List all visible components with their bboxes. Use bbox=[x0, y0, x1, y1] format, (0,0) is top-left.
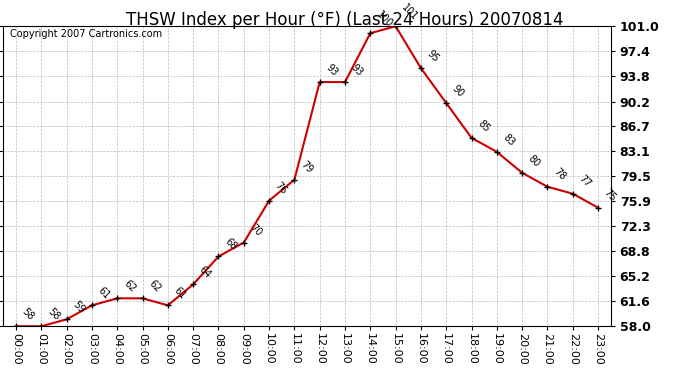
Text: 93: 93 bbox=[349, 62, 365, 78]
Text: 80: 80 bbox=[526, 153, 542, 169]
Text: 79: 79 bbox=[299, 160, 315, 176]
Text: 62: 62 bbox=[121, 278, 137, 294]
Text: 83: 83 bbox=[501, 132, 517, 148]
Text: 58: 58 bbox=[46, 306, 61, 322]
Text: 62: 62 bbox=[147, 278, 163, 294]
Text: 78: 78 bbox=[551, 167, 567, 183]
Text: 93: 93 bbox=[324, 62, 339, 78]
Text: 95: 95 bbox=[425, 48, 441, 64]
Text: Copyright 2007 Cartronics.com: Copyright 2007 Cartronics.com bbox=[10, 29, 161, 39]
Text: THSW Index per Hour (°F) (Last 24 Hours) 20070814: THSW Index per Hour (°F) (Last 24 Hours)… bbox=[126, 11, 564, 29]
Text: 76: 76 bbox=[273, 181, 289, 196]
Text: 59: 59 bbox=[71, 299, 87, 315]
Text: 64: 64 bbox=[197, 264, 213, 280]
Text: 61: 61 bbox=[172, 285, 188, 301]
Text: 70: 70 bbox=[248, 222, 264, 238]
Text: 61: 61 bbox=[96, 285, 112, 301]
Text: 90: 90 bbox=[451, 83, 466, 99]
Text: 68: 68 bbox=[223, 237, 239, 252]
Text: 101: 101 bbox=[400, 2, 420, 22]
Text: 77: 77 bbox=[577, 174, 593, 189]
Text: 85: 85 bbox=[475, 118, 491, 134]
Text: 100: 100 bbox=[375, 9, 395, 29]
Text: 75: 75 bbox=[602, 188, 618, 204]
Text: 58: 58 bbox=[20, 306, 36, 322]
